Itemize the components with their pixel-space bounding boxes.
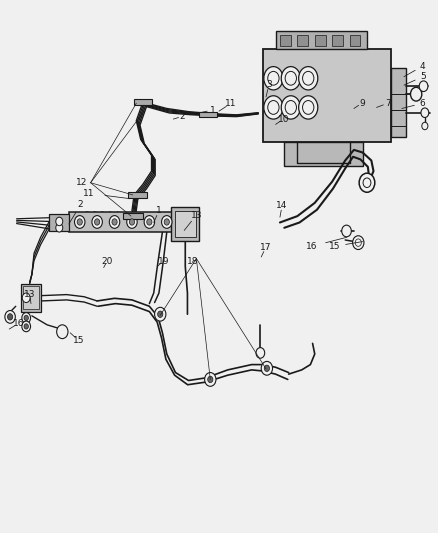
Text: 20: 20 bbox=[102, 257, 113, 265]
Bar bbox=[391, 68, 406, 136]
Circle shape bbox=[342, 225, 351, 237]
Bar bbox=[175, 211, 196, 237]
Circle shape bbox=[268, 71, 279, 85]
Circle shape bbox=[162, 216, 172, 228]
Circle shape bbox=[5, 311, 15, 323]
Circle shape bbox=[56, 217, 63, 225]
Text: 9: 9 bbox=[359, 99, 364, 108]
Circle shape bbox=[129, 219, 134, 225]
Bar bbox=[123, 214, 143, 219]
Text: 7: 7 bbox=[385, 99, 391, 108]
Text: 11: 11 bbox=[226, 99, 237, 108]
Text: 2: 2 bbox=[179, 112, 185, 121]
Circle shape bbox=[144, 216, 155, 228]
Circle shape bbox=[421, 108, 429, 117]
Circle shape bbox=[268, 101, 279, 114]
Circle shape bbox=[299, 67, 318, 90]
Circle shape bbox=[112, 219, 117, 225]
Bar bbox=[280, 35, 291, 46]
Circle shape bbox=[22, 313, 31, 323]
Circle shape bbox=[22, 321, 31, 332]
Bar bbox=[276, 30, 367, 49]
Circle shape bbox=[147, 219, 152, 225]
Text: 6: 6 bbox=[420, 99, 426, 108]
Circle shape bbox=[77, 219, 82, 225]
Text: 2: 2 bbox=[78, 200, 83, 209]
Circle shape bbox=[256, 348, 265, 358]
Circle shape bbox=[56, 223, 63, 232]
Text: 19: 19 bbox=[158, 257, 169, 265]
Bar bbox=[332, 35, 343, 46]
Circle shape bbox=[363, 178, 371, 188]
Circle shape bbox=[57, 325, 68, 338]
Text: 17: 17 bbox=[260, 244, 271, 253]
Bar bbox=[284, 142, 363, 166]
Circle shape bbox=[7, 314, 13, 320]
Circle shape bbox=[22, 293, 30, 303]
Circle shape bbox=[92, 216, 102, 228]
Circle shape bbox=[281, 67, 300, 90]
Circle shape bbox=[164, 219, 170, 225]
Bar bbox=[21, 284, 41, 312]
Circle shape bbox=[110, 216, 120, 228]
Circle shape bbox=[303, 71, 314, 85]
Text: 18: 18 bbox=[187, 257, 199, 265]
Bar bbox=[134, 100, 152, 105]
Circle shape bbox=[158, 311, 163, 317]
Text: 15: 15 bbox=[73, 336, 85, 345]
Circle shape bbox=[303, 101, 314, 114]
Circle shape bbox=[359, 173, 375, 192]
Circle shape bbox=[24, 324, 28, 329]
Text: 14: 14 bbox=[276, 201, 288, 210]
Circle shape bbox=[95, 219, 100, 225]
Circle shape bbox=[355, 239, 361, 246]
Bar bbox=[127, 192, 147, 198]
Bar bbox=[297, 35, 308, 46]
Circle shape bbox=[285, 101, 297, 114]
Circle shape bbox=[281, 96, 300, 119]
Text: 16: 16 bbox=[13, 319, 25, 328]
Text: 11: 11 bbox=[83, 189, 94, 198]
Circle shape bbox=[264, 67, 283, 90]
Circle shape bbox=[74, 216, 85, 228]
Circle shape bbox=[422, 122, 428, 130]
Circle shape bbox=[24, 316, 28, 320]
Text: 15: 15 bbox=[328, 242, 340, 251]
Circle shape bbox=[264, 365, 269, 372]
Circle shape bbox=[155, 308, 166, 321]
Text: 12: 12 bbox=[76, 178, 88, 187]
Bar bbox=[49, 214, 69, 231]
Bar bbox=[199, 112, 217, 117]
Circle shape bbox=[285, 71, 297, 85]
Bar bbox=[171, 207, 199, 241]
Bar bbox=[69, 212, 184, 232]
Bar bbox=[315, 35, 325, 46]
Text: 1: 1 bbox=[156, 206, 162, 215]
Circle shape bbox=[264, 96, 283, 119]
Bar bbox=[262, 49, 391, 142]
Bar bbox=[350, 35, 360, 46]
Circle shape bbox=[261, 361, 272, 375]
Circle shape bbox=[127, 216, 137, 228]
Text: 4: 4 bbox=[420, 62, 425, 70]
Bar bbox=[23, 286, 39, 310]
Text: 13: 13 bbox=[191, 211, 202, 220]
Text: 5: 5 bbox=[420, 72, 426, 81]
Circle shape bbox=[353, 236, 364, 249]
Text: 10: 10 bbox=[278, 115, 289, 124]
Text: 3: 3 bbox=[266, 80, 272, 89]
Circle shape bbox=[299, 96, 318, 119]
Circle shape bbox=[205, 373, 216, 386]
Text: 16: 16 bbox=[306, 242, 318, 251]
Text: 1: 1 bbox=[210, 106, 215, 115]
Circle shape bbox=[410, 87, 422, 101]
Text: 13: 13 bbox=[24, 289, 35, 298]
Circle shape bbox=[419, 81, 428, 92]
Circle shape bbox=[208, 376, 213, 383]
